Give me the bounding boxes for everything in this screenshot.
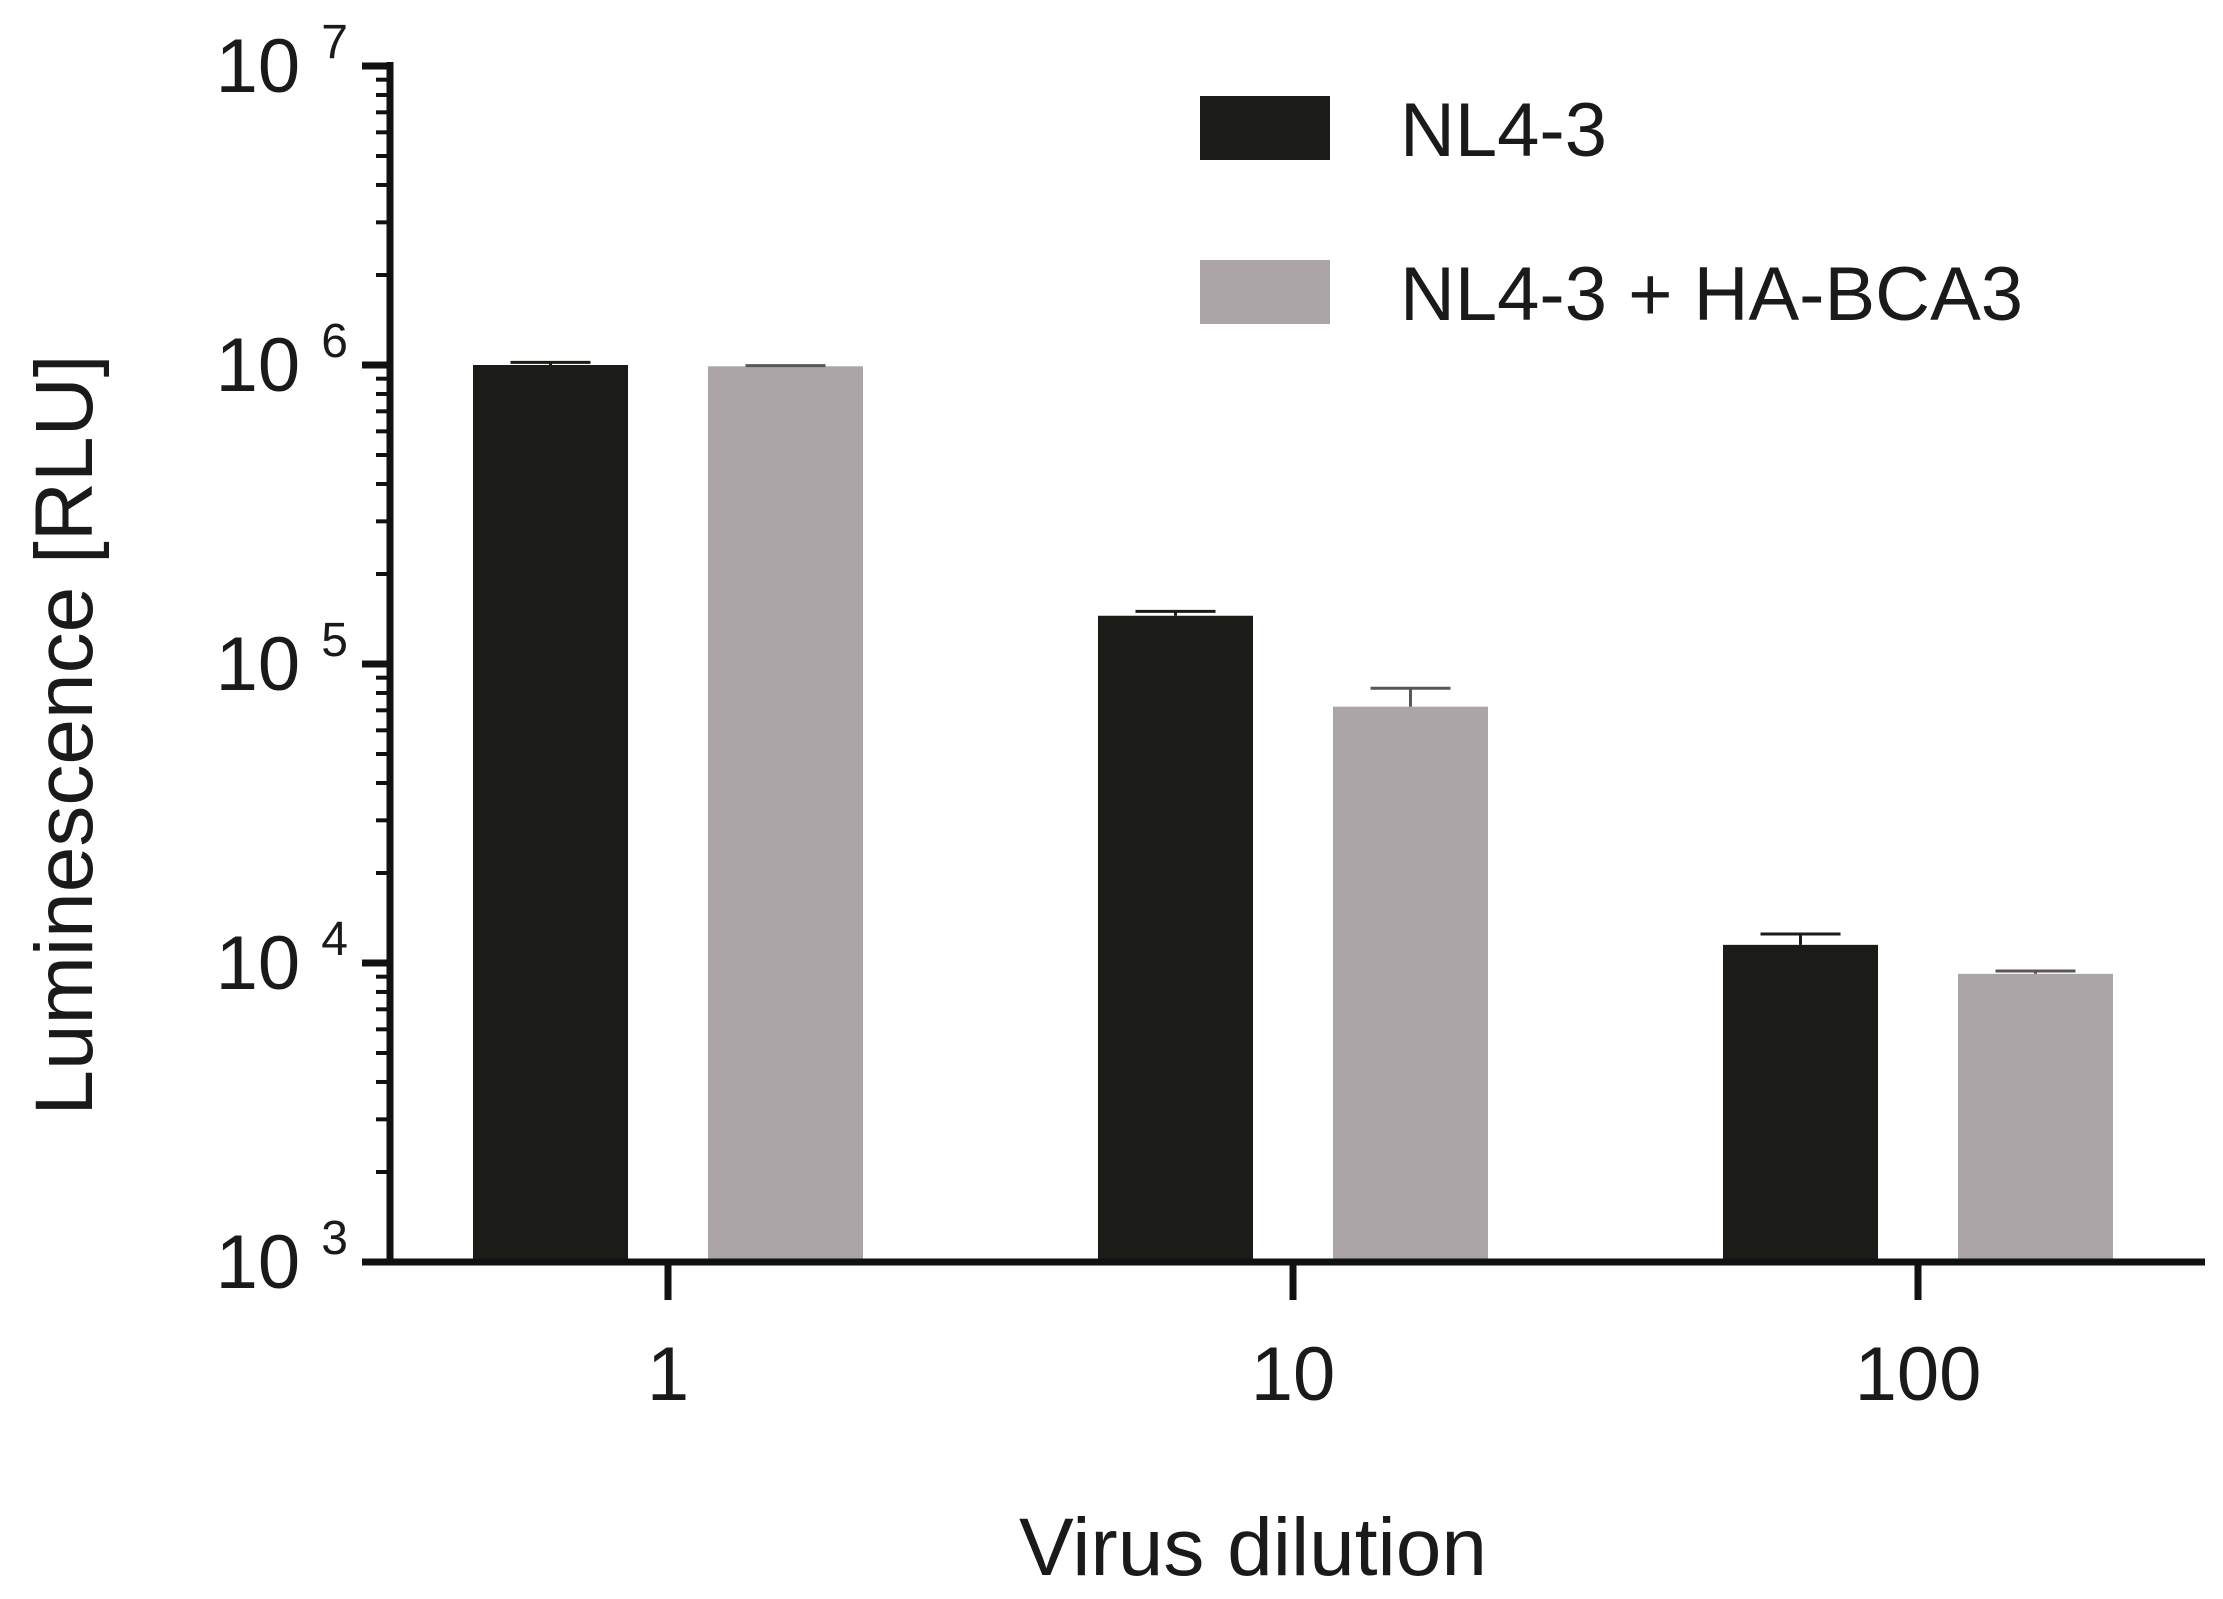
y-axis-label: Luminescence [RLU] <box>19 354 110 1115</box>
y-tick-label: 10 3 <box>216 1212 348 1305</box>
legend-label-nl4-3: NL4-3 <box>1400 88 1607 173</box>
y-tick-label: 10 4 <box>216 913 348 1006</box>
bar-nl4-3-1 <box>473 365 628 1262</box>
bar-nl4-3-100 <box>1723 944 1878 1262</box>
bars-layer <box>473 365 2113 1263</box>
x-axis-label: Virus dilution <box>1019 1502 1487 1593</box>
ticklabels-layer: 10 3 10 4 10 5 10 6 10 7 1 10 100 <box>216 16 1982 1417</box>
legend-swatch-nl4-3-ha-bca3 <box>1200 260 1330 324</box>
legend-label-nl4-3-ha-bca3: NL4-3 + HA-BCA3 <box>1400 252 2023 337</box>
bar-nl4-3-ha-bca3-100 <box>1958 973 2113 1262</box>
bar-nl4-3-ha-bca3-1 <box>708 366 863 1263</box>
x-tick-label-10: 10 <box>1251 1332 1336 1417</box>
bar-nl4-3-10 <box>1098 615 1253 1262</box>
y-tick-label: 10 5 <box>216 614 348 707</box>
legend: NL4-3 NL4-3 + HA-BCA3 <box>1200 88 2023 337</box>
bar-nl4-3-ha-bca3-10 <box>1333 706 1488 1262</box>
x-tick-label-1: 1 <box>647 1332 689 1417</box>
legend-swatch-nl4-3 <box>1200 96 1330 160</box>
axes-layer <box>362 62 2205 1300</box>
y-tick-label: 10 6 <box>216 315 348 408</box>
errorbars-layer <box>510 360 2076 974</box>
x-tick-label-100: 100 <box>1855 1332 1982 1417</box>
y-tick-label: 10 7 <box>216 16 348 109</box>
